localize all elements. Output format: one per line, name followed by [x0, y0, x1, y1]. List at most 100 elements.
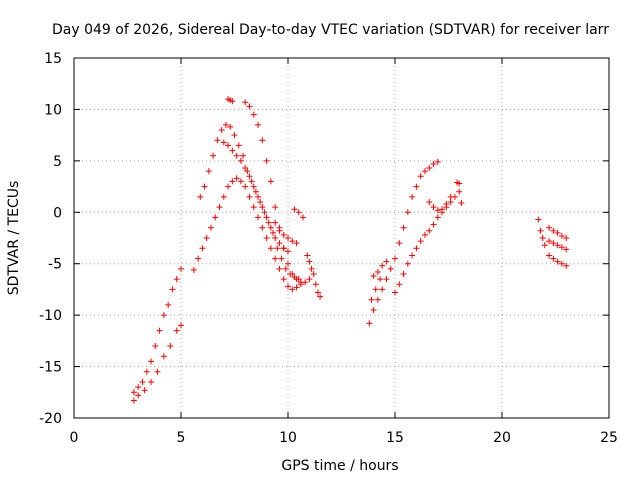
data-point	[278, 255, 285, 262]
data-point	[160, 353, 167, 360]
data-point	[197, 193, 204, 200]
data-point	[205, 168, 212, 175]
series-arc-14h-b	[370, 258, 390, 280]
data-point	[370, 273, 377, 280]
data-point	[246, 193, 253, 200]
x-tick-labels: 0 5 10 15 20 25	[70, 430, 618, 446]
data-point	[173, 276, 180, 283]
data-point	[563, 235, 570, 241]
data-point	[370, 307, 377, 313]
data-point	[293, 240, 300, 247]
data-point	[148, 379, 155, 385]
data-point	[558, 260, 565, 267]
data-point	[554, 242, 561, 249]
data-point	[421, 168, 428, 175]
data-point	[310, 271, 317, 277]
data-point	[135, 392, 142, 399]
data-point	[550, 227, 557, 234]
data-point	[233, 152, 240, 159]
x-tick-label: 20	[493, 430, 511, 446]
data-point	[152, 343, 159, 349]
data-point	[276, 240, 283, 247]
data-point	[400, 224, 407, 231]
data-point	[287, 271, 294, 277]
data-point	[430, 221, 437, 228]
data-point	[272, 235, 279, 241]
x-tick-label: 0	[70, 430, 79, 446]
data-point	[214, 137, 221, 144]
data-point	[255, 121, 262, 128]
data-point	[276, 265, 283, 272]
data-point	[255, 214, 262, 221]
data-point	[216, 204, 223, 211]
data-point	[272, 255, 279, 262]
data-point	[285, 248, 291, 255]
data-point	[400, 271, 407, 277]
data-point	[558, 244, 565, 251]
data-point	[280, 276, 287, 283]
data-point	[443, 201, 450, 208]
data-point	[270, 229, 277, 236]
data-point	[306, 276, 313, 283]
data-point	[272, 219, 279, 226]
data-point	[317, 293, 324, 300]
data-point	[383, 276, 390, 283]
data-point	[199, 245, 206, 252]
data-point	[434, 214, 441, 221]
series-arc-22h-b	[546, 238, 570, 253]
data-point	[295, 276, 302, 283]
data-point	[554, 258, 561, 265]
data-point	[289, 286, 296, 293]
plot-frame	[73, 57, 610, 419]
data-point	[372, 286, 379, 293]
data-point	[263, 235, 270, 241]
data-point	[546, 238, 553, 245]
data-point	[285, 235, 291, 241]
data-point	[178, 322, 184, 329]
data-point	[242, 183, 249, 190]
data-point	[366, 320, 373, 327]
data-point	[259, 204, 266, 211]
data-point	[237, 178, 244, 185]
axis-ticks	[73, 57, 610, 419]
x-axis-label: GPS time / hours	[281, 458, 398, 474]
series-arc-rise-low	[130, 322, 184, 404]
data-point	[242, 165, 249, 172]
data-point	[558, 232, 565, 239]
data-point	[240, 152, 247, 159]
data-point	[252, 188, 259, 195]
data-point	[218, 127, 225, 133]
y-tick-label: 15	[44, 51, 62, 67]
data-point	[212, 214, 219, 221]
chart-title: Day 049 of 2026, Sidereal Day-to-day VTE…	[52, 22, 609, 38]
series-arc-14h-low	[368, 276, 384, 303]
data-point	[203, 235, 210, 241]
data-point	[156, 327, 163, 334]
data-point	[246, 103, 253, 110]
data-point	[272, 204, 279, 211]
series-arc-18h	[454, 179, 465, 207]
data-point	[244, 168, 251, 175]
data-point	[225, 183, 232, 190]
series-arc-22h-a	[546, 224, 570, 241]
series-arc-7h-peak	[225, 96, 236, 105]
data-point	[426, 227, 433, 234]
y-tick-label: 10	[44, 102, 62, 118]
data-point	[291, 206, 298, 213]
data-point	[396, 281, 403, 288]
data-point	[237, 157, 244, 164]
data-point	[242, 99, 249, 106]
data-point	[235, 142, 242, 149]
series-arc-22h-c	[546, 252, 570, 269]
data-point	[396, 240, 403, 247]
data-point	[535, 216, 542, 223]
data-point	[289, 238, 296, 245]
data-point	[439, 206, 446, 213]
data-point	[304, 252, 311, 259]
data-point	[274, 245, 281, 252]
data-point	[426, 165, 433, 172]
data-point	[404, 209, 411, 216]
y-tick-label: 0	[53, 205, 62, 221]
data-point	[379, 286, 386, 293]
